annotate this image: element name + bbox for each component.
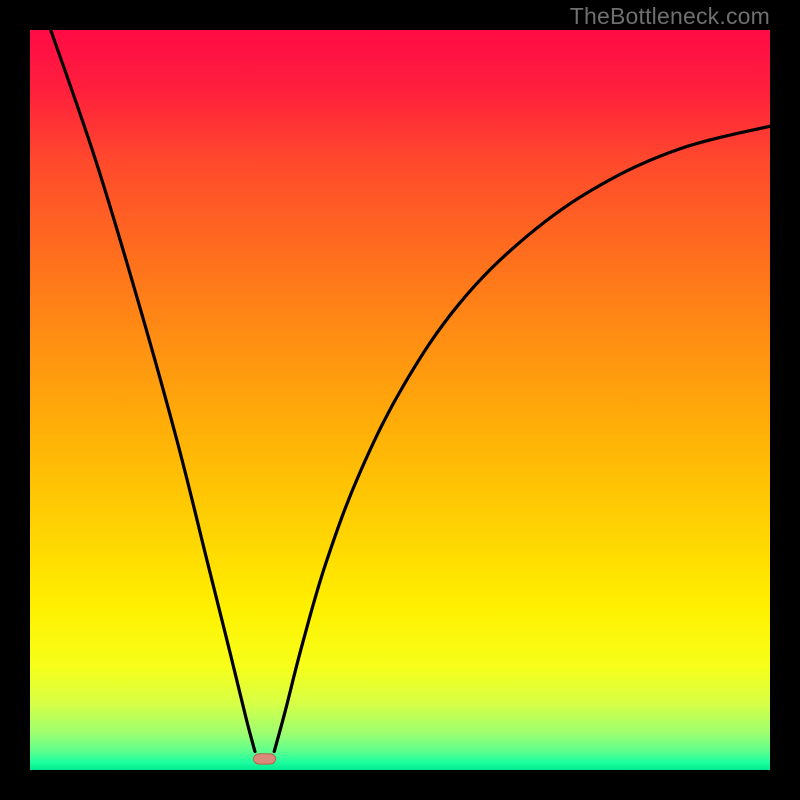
minimum-marker — [253, 754, 275, 764]
plot-area — [30, 30, 770, 770]
bottleneck-curve-layer — [30, 30, 770, 770]
chart-frame: TheBottleneck.com — [0, 0, 800, 800]
watermark-text: TheBottleneck.com — [570, 3, 770, 30]
curve-right-branch — [274, 126, 770, 751]
curve-left-branch — [51, 30, 255, 752]
